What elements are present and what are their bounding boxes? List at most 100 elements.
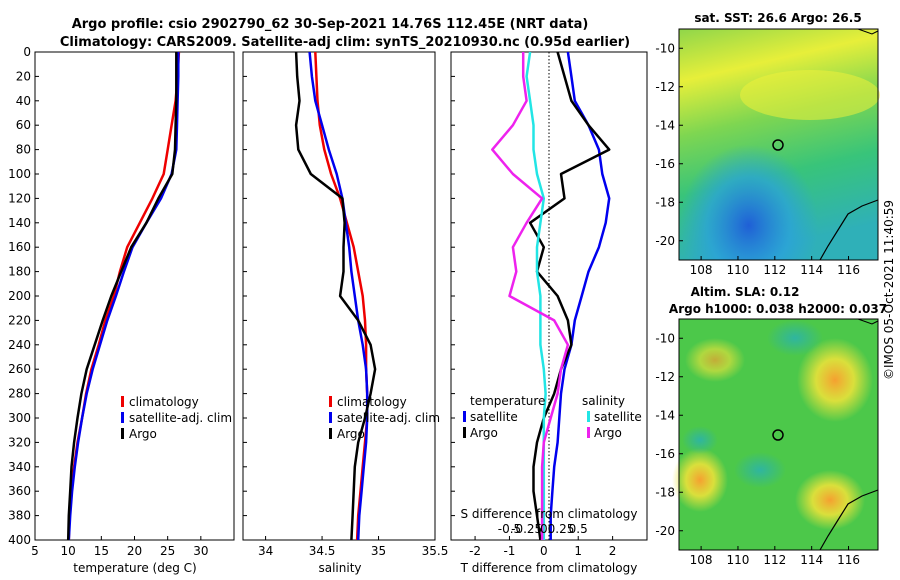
depth-tick-label: 240 (8, 338, 31, 352)
depth-tick-label: 80 (16, 143, 31, 157)
temperature-x-axis: 5 10 15 20 25 30 (31, 536, 208, 558)
salinity-legend: climatology satellite-adj. clim Argo (329, 395, 440, 441)
longitude-tick-label: 114 (800, 553, 823, 567)
latitude-tick-label: -12 (655, 370, 675, 384)
salinity-x-axis: 34 34.5 35 35.5 (258, 536, 448, 558)
depth-tick-label: 60 (16, 118, 31, 132)
depth-tick-label: 400 (8, 533, 31, 547)
x-tick-label: 25 (160, 544, 175, 558)
x-tick-label: 20 (127, 544, 142, 558)
longitude-tick-label: 108 (690, 263, 713, 277)
x-tick-label: -2 (469, 544, 481, 558)
s-tick-label: -0.5 (498, 522, 521, 536)
s-difference-xlabel: S difference from climatology (461, 507, 638, 521)
sla-map-panel: Altim. SLA: 0.12 Argo h1000: 0.038 h2000… (655, 285, 887, 567)
x-tick-label: 35 (371, 544, 386, 558)
legend-swatch-satellite (121, 412, 124, 423)
s-tick-label: 0 (540, 522, 548, 536)
longitude-tick-label: 112 (763, 263, 786, 277)
depth-tick-label: 260 (8, 362, 31, 376)
legend-label-s-satellite: satellite (594, 410, 642, 424)
argo-position-marker (772, 429, 784, 441)
depth-tick-label: 100 (8, 167, 31, 181)
latitude-tick-label: -10 (655, 41, 675, 55)
longitude-tick-label: 116 (837, 263, 860, 277)
sla-teal-patch (682, 426, 718, 454)
sst-field-warm-band (740, 70, 880, 120)
difference-axes-box (450, 51, 648, 541)
series-line-satellite-adj-clim (67, 52, 180, 541)
longitude-tick-label: 112 (763, 553, 786, 567)
sst-map-title: sat. SST: 26.6 Argo: 26.5 (694, 11, 861, 25)
depth-axis: 0 20 40 60 80 100 120 140 160 180 200 220 240 260 280 3… (8, 45, 31, 547)
legend-label-t-argo: Argo (470, 426, 498, 440)
s-difference-x-axis: -0.5-0.250 0.250.5 (498, 522, 588, 536)
figure-title-line1: Argo profile: csio 2902790_62 30-Sep-202… (72, 17, 589, 32)
latitude-tick-label: -16 (655, 157, 675, 171)
latitude-tick-label: -10 (655, 331, 675, 345)
sst-map-axes: 108 110 112 114 116 -10 -12 -14 -16 -18 -20 (655, 41, 860, 277)
legend-label-t-satellite: satellite (470, 410, 518, 424)
latitude-tick-label: -16 (655, 447, 675, 461)
legend-label-argo: Argo (337, 427, 365, 441)
temperature-panel: 0 20 40 60 80 100 120 140 160 180 200 220 240 260 280 3… (8, 45, 235, 575)
depth-tick-label: 200 (8, 289, 31, 303)
legend-swatch-t-satellite (463, 411, 466, 422)
coastline (819, 489, 879, 551)
depth-tick-label: 320 (8, 435, 31, 449)
legend-swatch-climatology (329, 396, 332, 407)
series-line-s-argo (491, 52, 570, 540)
depth-tick-label: 0 (23, 45, 31, 59)
legend-label-satellite: satellite-adj. clim (129, 411, 232, 425)
island-outline (857, 28, 879, 35)
depth-tick-label: 180 (8, 265, 31, 279)
salinity-panel: 34 34.5 35 35.5 climatology satellite-adj. … (242, 51, 448, 575)
difference-series (451, 51, 611, 541)
x-tick-label: 1 (574, 544, 582, 558)
legend-swatch-s-argo (587, 427, 590, 438)
sla-warm-patch (797, 338, 873, 422)
sla-map-frame (678, 318, 879, 551)
longitude-tick-label: 116 (837, 553, 860, 567)
x-tick-label: -1 (503, 544, 515, 558)
t-difference-xlabel: T difference from climatology (460, 561, 638, 575)
sla-map-axes: 108 110 112 114 116 -10 -12 -14 -16 -18 -20 (655, 331, 860, 567)
legend-label-s-argo: Argo (594, 426, 622, 440)
depth-tick-label: 160 (8, 240, 31, 254)
legend-swatch-s-satellite (587, 411, 590, 422)
depth-tick-label: 300 (8, 411, 31, 425)
series-line-t-satellite (549, 51, 611, 540)
legend-title-salinity: salinity (582, 394, 625, 408)
depth-tick-label: 120 (8, 191, 31, 205)
x-tick-label: 2 (609, 544, 617, 558)
depth-tick-label: 340 (8, 460, 31, 474)
legend-label-climatology: climatology (129, 395, 199, 409)
s-tick-label: 0.25 (548, 522, 575, 536)
sla-warm-patch (795, 470, 865, 530)
latitude-tick-label: -12 (655, 80, 675, 94)
coastline (819, 199, 879, 261)
series-line-argo (66, 52, 178, 541)
temperature-xlabel: temperature (deg C) (73, 561, 196, 575)
legend-label-argo: Argo (129, 427, 157, 441)
island-outline (857, 318, 879, 325)
latitude-tick-label: -20 (655, 234, 675, 248)
latitude-tick-label: -18 (655, 485, 675, 499)
sla-map-title-line2: Argo h1000: 0.038 h2000: 0.037 (669, 302, 887, 316)
difference-legend: temperature salinity satellite Argo sate… (463, 394, 642, 440)
depth-tick-label: 220 (8, 313, 31, 327)
longitude-tick-label: 110 (727, 263, 750, 277)
depth-tick-label: 380 (8, 509, 31, 523)
sst-field-cold-patch (679, 29, 878, 260)
x-tick-label: 0 (540, 544, 548, 558)
legend-swatch-argo (121, 428, 124, 439)
depth-tick-label: 360 (8, 484, 31, 498)
x-tick-label: 35.5 (422, 544, 449, 558)
sla-warm-patch (672, 448, 728, 512)
sst-map-panel: sat. SST: 26.6 Argo: 26.5 108 110 112 114 11… (655, 11, 880, 277)
sla-warm-patch (685, 338, 745, 382)
legend-label-satellite: satellite-adj. clim (337, 411, 440, 425)
difference-panel: -2 -1 0 1 2 temperature salinity satellite A… (450, 51, 648, 575)
series-line-argo (294, 51, 377, 541)
